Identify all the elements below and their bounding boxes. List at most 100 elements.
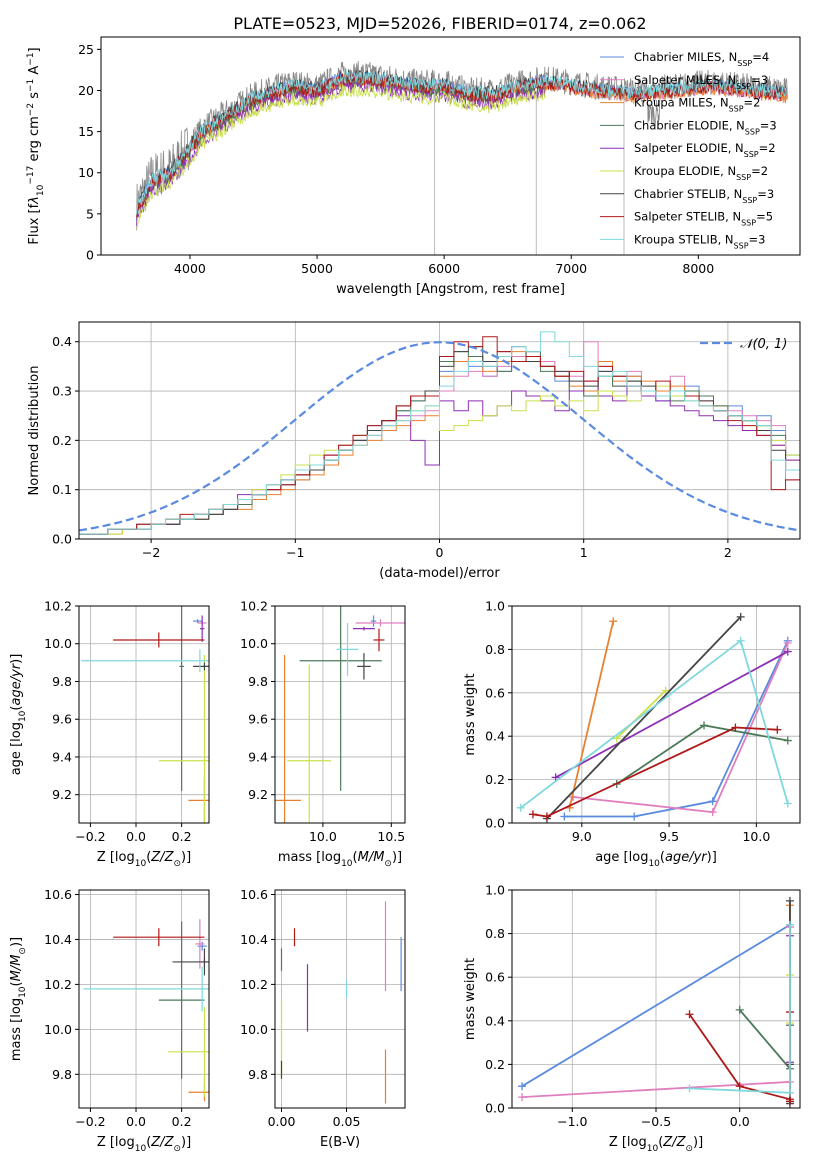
y-tick-label: 10.4 — [44, 932, 72, 947]
y-tick-label: 10.6 — [44, 887, 72, 902]
legend-suffix: =4 — [752, 50, 769, 64]
legend-sub: SSP — [742, 195, 757, 204]
weight-marker-kroupa_stelib — [785, 1088, 794, 1097]
weight_vs_age-xlabel-part: )] — [707, 850, 717, 865]
weight-line-salpeter_stelib — [532, 726, 778, 818]
weight-marker-chabrier_elodie — [735, 1005, 744, 1014]
charts-layer: 4000 5000 6000 7000 80000510152025wavelength… — [9, 36, 801, 1154]
y-tick-label: 0.2 — [52, 433, 72, 448]
weight-line-chabrier_elodie — [739, 1009, 791, 1072]
weight-marker-salpeter_stelib — [735, 1082, 744, 1091]
x-tick-label: 2 — [724, 545, 732, 560]
age_vs_Z-ylabel-part: age/yr — [9, 662, 24, 705]
mass_vs_Z-ylabel-part: )] — [9, 937, 24, 947]
spectrum-ylabel: Flux [fλ10−17 erg cm−2 s−1 A−1] — [26, 47, 46, 244]
legend-entry: Chabrier MILES, NSSP=4 — [634, 50, 769, 68]
mass_vs_ebv-plot-area — [280, 901, 402, 1104]
weight-marker-salpeter_elodie — [783, 647, 792, 656]
legend-label: Chabrier MILES, N — [634, 50, 737, 64]
figure-title: PLATE=0523, MJD=52026, FIBERID=0174, z=0… — [233, 14, 646, 33]
mass_vs_Z-xlabel-part: ( — [146, 1135, 151, 1150]
x-tick-label: 4000 — [174, 261, 206, 276]
legend-sub: SSP — [737, 59, 752, 68]
spectrum-xlabel-part: wavelength [Angstrom, rest frame] — [336, 282, 565, 297]
weight-marker-salpeter_stelib — [542, 812, 551, 821]
y-tick-label: 10.2 — [240, 599, 268, 614]
legend-suffix: =3 — [751, 73, 768, 87]
age_vs_Z-ylabel-part: ( — [9, 706, 24, 711]
weight_vs_age-plot-area — [516, 612, 792, 823]
x-tick-label: 0.2 — [172, 829, 192, 844]
y-tick-label: 9.8 — [52, 674, 72, 689]
y-tick-label: 0.4 — [485, 729, 505, 744]
weight_vs_age-frame — [511, 605, 801, 824]
age_vs_mass-panel: 10.0 10.5 9.2 9.4 9.6 9.8 10.0 10.2 mass [log10(… — [240, 599, 406, 869]
x-tick-label: 0.2 — [172, 1114, 192, 1129]
mass_vs_ebv-frame — [274, 889, 406, 1109]
weight_vs_Z-xlabel-part: ( — [658, 1135, 663, 1150]
spectrum-ylabel-part: erg cm — [27, 116, 42, 165]
y-tick-label: 0.8 — [485, 926, 505, 941]
legend-label: Chabrier ELODIE, N — [634, 118, 745, 132]
spectrum-frame — [100, 36, 801, 256]
weight-marker-chabrier_elodie — [700, 721, 708, 730]
legend-label: Salpeter MILES, N — [634, 73, 736, 87]
legend-suffix: =3 — [749, 232, 766, 246]
mass_vs_Z-xlabel-part: Z/Z — [150, 1135, 174, 1150]
y-tick-label: 0 — [86, 248, 94, 263]
x-tick-label: 0.0 — [126, 1114, 146, 1129]
weight-marker-salpeter_miles — [783, 638, 792, 647]
legend-sub: SSP — [741, 218, 756, 227]
y-tick-label: 10 — [78, 165, 94, 180]
age_vs_mass-xlabel-part: M/M — [358, 850, 385, 865]
mass_vs_Z-xlabel: Z [log10(Z/Z⊙)] — [97, 1135, 191, 1154]
age_vs_Z-ylabel-part: 10 — [18, 710, 28, 722]
legend-label: Chabrier STELIB, N — [634, 187, 742, 201]
legend-entry: Salpeter MILES, NSSP=3 — [634, 73, 768, 91]
x-tick-label: 5000 — [301, 261, 333, 276]
y-tick-label: 0.0 — [52, 532, 72, 547]
legend-label: Kroupa ELODIE, N — [634, 164, 736, 178]
weight-marker-chabrier_miles — [630, 812, 639, 821]
weight_vs_Z-xlabel: Z [log10(Z/Z⊙)] — [609, 1135, 703, 1154]
weight-marker-chabrier_stelib — [736, 612, 745, 621]
legend-label: Kroupa STELIB, N — [634, 232, 734, 246]
weight-marker-kroupa_stelib — [736, 636, 745, 645]
weight-marker-kroupa_stelib — [516, 803, 525, 812]
mass_vs_Z-xlabel-part: Z [log — [97, 1135, 135, 1150]
weight-marker-kroupa_miles — [609, 617, 618, 626]
legend-suffix: =2 — [744, 96, 761, 110]
spectrum-ylabel-part: s — [27, 92, 42, 103]
weight-marker-salpeter_stelib — [685, 1010, 694, 1019]
weight-marker-salpeter_stelib — [731, 723, 740, 732]
legend-entry: Salpeter STELIB, NSSP=5 — [634, 210, 773, 228]
x-tick-label: 10.5 — [377, 829, 405, 844]
x-tick-label: 0.00 — [268, 1114, 296, 1129]
x-tick-label: 10.0 — [309, 829, 337, 844]
weight-marker-salpeter_stelib — [785, 1097, 794, 1106]
mass_vs_ebv-xlabel-part: E(B-V) — [320, 1135, 360, 1150]
age_vs_mass-xlabel: mass [log10(M/M⊙)] — [278, 850, 402, 869]
y-tick-label: 10.2 — [240, 977, 268, 992]
weight-marker-kroupa_stelib — [685, 1084, 694, 1093]
spectrum-plot-area — [136, 60, 788, 255]
mass_vs_Z-ylabel: mass [log10(M/M⊙)] — [9, 937, 28, 1061]
spectrum-ylabel-part: Flux [f — [27, 203, 42, 244]
spectrum-ylabel-part: −17 — [26, 166, 36, 185]
histogram-legend-label: 𝒩(0, 1) — [740, 337, 787, 352]
weight-line-chabrier_elodie — [616, 724, 788, 785]
y-tick-label: 25 — [78, 42, 94, 57]
weight-marker-kroupa_stelib — [783, 799, 792, 808]
legend-sub: SSP — [744, 150, 759, 159]
weight-line-kroupa_miles — [568, 620, 615, 809]
y-tick-label: 9.8 — [52, 1067, 72, 1082]
model-spectrum-salpeter_stelib — [136, 72, 788, 218]
legend-entry: Kroupa STELIB, NSSP=3 — [634, 232, 765, 250]
mass_vs_Z-ylabel-part: ( — [9, 981, 24, 986]
y-tick-label: 10.4 — [240, 932, 268, 947]
age_vs_Z-panel: −0.2 0.0 0.29.29.49.69.810.010.2Z [log10(Z… — [9, 599, 210, 869]
y-tick-label: 0.6 — [485, 685, 505, 700]
histogram-step-kroupa_stelib — [79, 331, 800, 539]
mass_vs_Z-xlabel-part: ⊙ — [173, 1144, 181, 1154]
